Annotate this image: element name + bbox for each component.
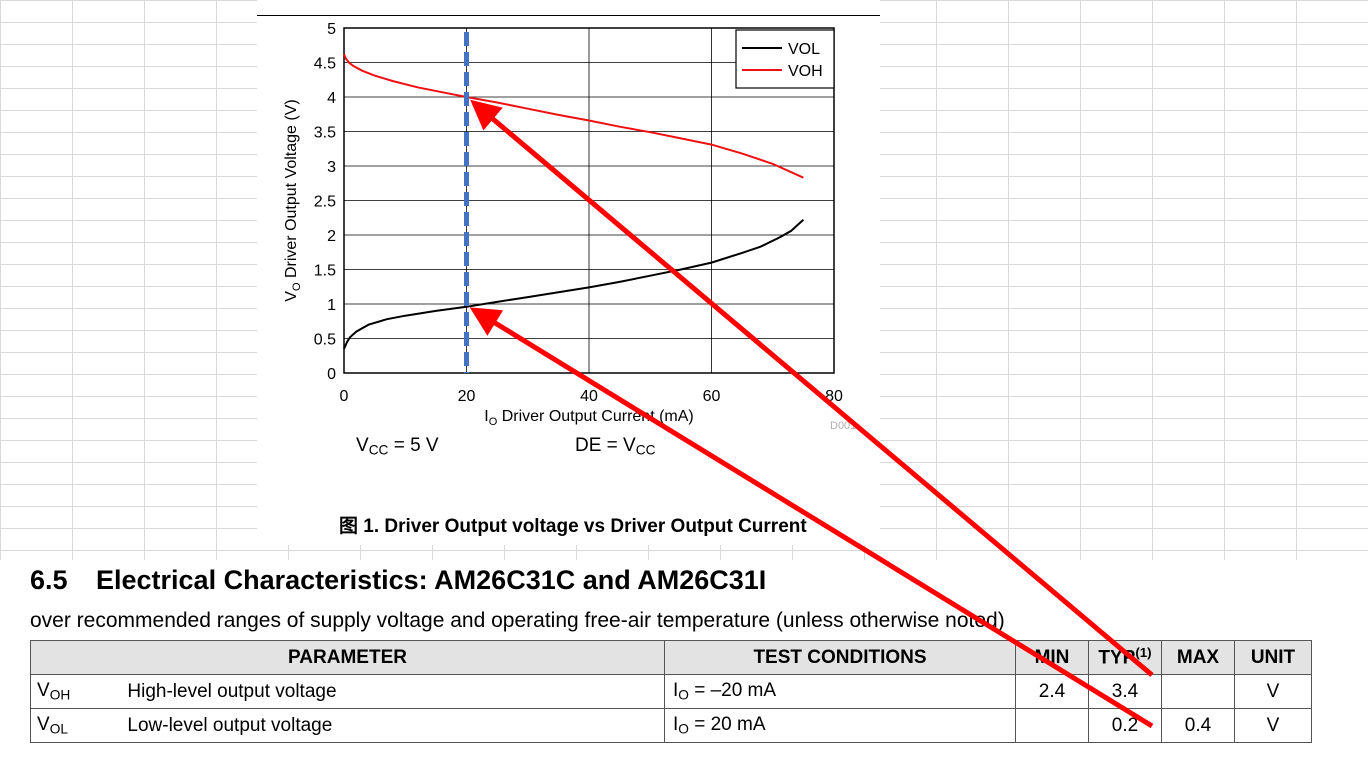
- unit-value: V: [1234, 708, 1312, 743]
- driver-output-chart: 0 20 40 60 80 0 0.5 1 1.5 2 2.5 3 3.5 4 4.5 5 IO Driver …: [283, 21, 856, 432]
- section-heading: 6.5 Electrical Characteristics: AM26C31C …: [30, 565, 766, 596]
- legend-box: [735, 29, 835, 89]
- param-symbol: VOL: [30, 708, 120, 743]
- y-tick-label: 1.5: [314, 263, 336, 280]
- y-tick-label: 0: [327, 366, 336, 383]
- param-description: Low-level output voltage: [119, 708, 666, 743]
- param-symbol: VOH: [30, 674, 120, 709]
- x-axis-label: IO Driver Output Current (mA): [484, 408, 694, 428]
- table-row-voh: VOH High-level output voltage IO = –20 m…: [30, 674, 1312, 709]
- electrical-characteristics-table: PARAMETER TEST CONDITIONS MIN TYP(1) MAX…: [30, 640, 1312, 743]
- typ-footnote-ref: (1): [1135, 645, 1152, 661]
- series-line-voh: [343, 53, 804, 179]
- test-condition: IO = 20 mA: [664, 708, 1016, 743]
- header-min: MIN: [1015, 640, 1089, 675]
- x-tick-label: 40: [580, 388, 598, 405]
- header-unit: UNIT: [1234, 640, 1312, 675]
- x-tick-label: 80: [825, 388, 843, 405]
- table-row-vol: VOL Low-level output voltage IO = 20 mA …: [30, 708, 1312, 743]
- section-subtitle: over recommended ranges of supply voltag…: [30, 609, 1005, 632]
- x-tick-label: 0: [340, 388, 349, 405]
- header-typ: TYP(1): [1088, 640, 1162, 675]
- figure-code: D001: [830, 420, 856, 432]
- legend-label: VOH: [788, 63, 823, 80]
- document-panel: 6.5 Electrical Characteristics: AM26C31C …: [0, 560, 1368, 765]
- header-max: MAX: [1161, 640, 1235, 675]
- y-tick-label: 2.5: [314, 194, 336, 211]
- test-condition: IO = –20 mA: [664, 674, 1016, 709]
- typ-value: 3.4: [1088, 674, 1162, 709]
- min-value: 2.4: [1015, 674, 1089, 709]
- param-description: High-level output voltage: [119, 674, 666, 709]
- figure-caption: 图 1. Driver Output voltage vs Driver Out…: [339, 516, 807, 537]
- section-title: Electrical Characteristics: AM26C31C and…: [96, 565, 767, 595]
- y-axis-label: VO Driver Output Voltage (V): [283, 99, 303, 301]
- typ-value: 0.2: [1088, 708, 1162, 743]
- y-tick-label: 5: [327, 21, 336, 38]
- chart-panel: 0 20 40 60 80 0 0.5 1 1.5 2 2.5 3 3.5 4 4.5 5 IO Driver …: [257, 0, 880, 545]
- table-header-row: PARAMETER TEST CONDITIONS MIN TYP(1) MAX…: [30, 640, 1312, 675]
- header-test-conditions: TEST CONDITIONS: [664, 640, 1016, 675]
- de-condition: DE = VCC: [575, 435, 656, 458]
- max-value: [1161, 674, 1235, 709]
- y-tick-label: 2: [327, 228, 336, 245]
- x-tick-label: 60: [703, 388, 721, 405]
- page-top-rule: [257, 15, 880, 16]
- y-tick-label: 3: [327, 159, 336, 176]
- y-tick-label: 4.5: [314, 56, 336, 73]
- vcc-condition: VCC = 5 V: [356, 435, 439, 458]
- y-tick-label: 3.5: [314, 125, 336, 142]
- y-tick-label: 4: [327, 90, 336, 107]
- series-line-vol: [343, 219, 805, 350]
- x-tick-label: 20: [458, 388, 476, 405]
- section-number: 6.5: [30, 565, 68, 595]
- legend-label: VOL: [788, 41, 820, 58]
- min-value: [1015, 708, 1089, 743]
- y-tick-label: 0.5: [314, 332, 336, 349]
- y-tick-label: 1: [327, 297, 336, 314]
- unit-value: V: [1234, 674, 1312, 709]
- max-value: 0.4: [1161, 708, 1235, 743]
- header-parameter: PARAMETER: [30, 640, 665, 675]
